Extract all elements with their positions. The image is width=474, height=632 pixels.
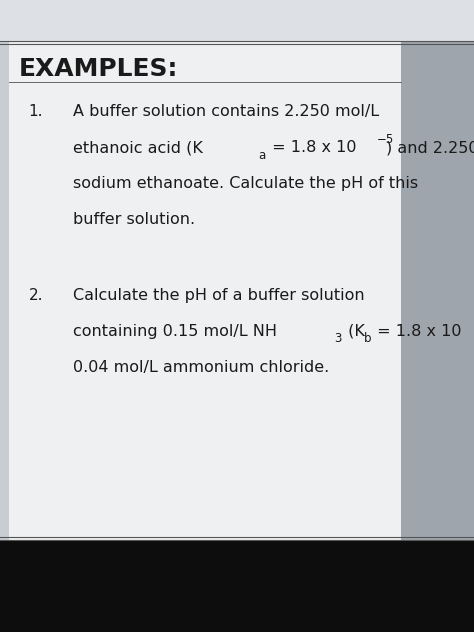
- Text: containing 0.15 mol/L NH: containing 0.15 mol/L NH: [73, 324, 277, 339]
- Text: ) and 2.250 mol/L: ) and 2.250 mol/L: [386, 140, 474, 155]
- Text: = 1.8 x 10: = 1.8 x 10: [372, 324, 462, 339]
- Text: (K: (K: [343, 324, 365, 339]
- Bar: [9, 41, 401, 540]
- Text: 3: 3: [334, 332, 342, 345]
- Text: sodium ethanoate. Calculate the pH of this: sodium ethanoate. Calculate the pH of th…: [73, 176, 419, 191]
- Text: 1.: 1.: [28, 104, 43, 119]
- Text: 2.: 2.: [28, 288, 43, 303]
- Bar: [0, 0, 474, 41]
- Text: Calculate the pH of a buffer solution: Calculate the pH of a buffer solution: [73, 288, 365, 303]
- Text: ethanoic acid (K: ethanoic acid (K: [73, 140, 203, 155]
- Text: buffer solution.: buffer solution.: [73, 212, 196, 228]
- Text: = 1.8 x 10: = 1.8 x 10: [267, 140, 356, 155]
- Text: −5: −5: [377, 133, 394, 146]
- Text: A buffer solution contains 2.250 mol/L: A buffer solution contains 2.250 mol/L: [73, 104, 380, 119]
- Text: b: b: [364, 332, 372, 345]
- Text: a: a: [258, 149, 265, 162]
- Text: EXAMPLES:: EXAMPLES:: [19, 57, 178, 81]
- Bar: [401, 41, 474, 540]
- Text: 0.04 mol/L ammonium chloride.: 0.04 mol/L ammonium chloride.: [73, 360, 330, 375]
- Bar: [0, 540, 474, 632]
